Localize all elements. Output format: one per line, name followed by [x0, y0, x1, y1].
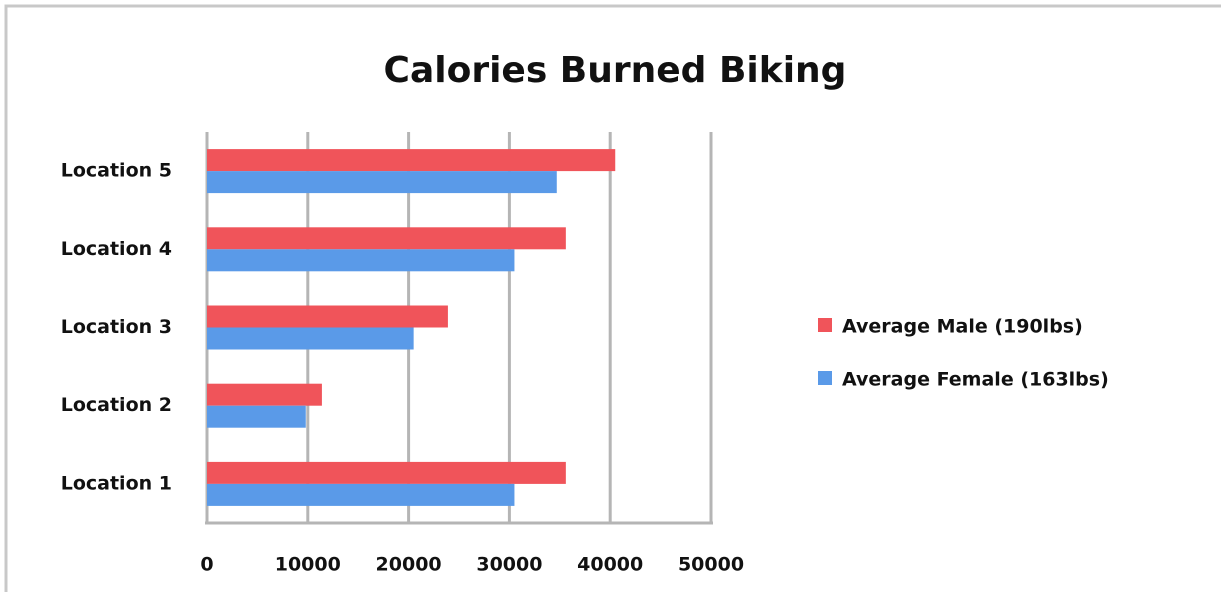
legend-swatch — [818, 318, 832, 332]
legend-label: Average Female (163lbs) — [842, 369, 1109, 391]
y-tick-label: Location 2 — [61, 394, 172, 416]
x-tick-label: 20000 — [376, 554, 442, 576]
x-tick-label: 50000 — [678, 554, 744, 576]
bar — [207, 461, 566, 484]
bar — [207, 249, 515, 272]
y-tick-label: Location 5 — [61, 160, 172, 182]
bar — [207, 383, 322, 406]
bar — [207, 227, 566, 250]
y-tick-label: Location 3 — [61, 316, 172, 338]
chart-border — [4, 4, 1221, 592]
bar — [207, 171, 557, 194]
bar — [207, 405, 306, 428]
bar — [207, 327, 414, 350]
chart-title: Calories Burned Biking — [384, 50, 847, 91]
bar — [207, 483, 515, 506]
bar — [207, 305, 448, 328]
legend-swatch — [818, 371, 832, 385]
y-tick-label: Location 4 — [61, 238, 172, 260]
legend-label: Average Male (190lbs) — [842, 316, 1083, 338]
y-tick-label: Location 1 — [61, 472, 172, 494]
x-tick-label: 40000 — [577, 554, 643, 576]
bar — [207, 149, 616, 172]
x-tick-label: 30000 — [476, 554, 542, 576]
x-tick-label: 10000 — [275, 554, 341, 576]
x-tick-label: 0 — [200, 554, 213, 576]
